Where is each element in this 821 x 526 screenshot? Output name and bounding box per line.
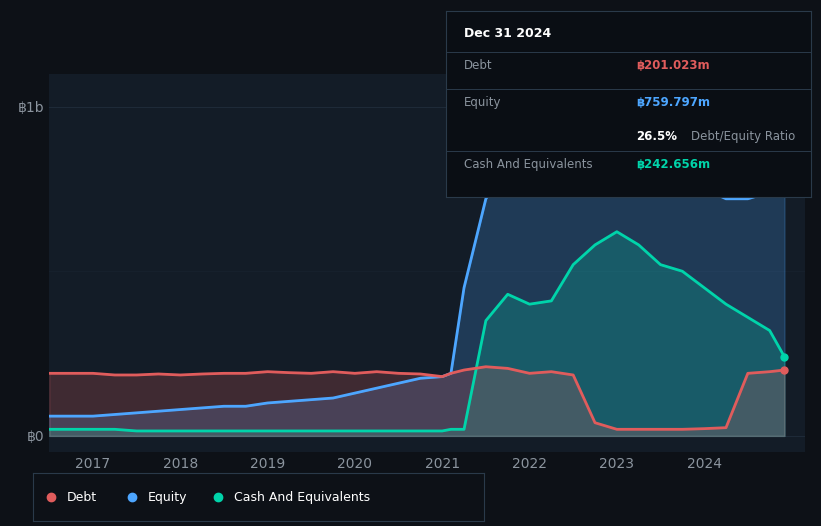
Text: ฿759.797m: ฿759.797m: [635, 96, 710, 109]
Text: ฿242.656m: ฿242.656m: [635, 158, 710, 171]
Text: 26.5%: 26.5%: [635, 130, 677, 143]
Text: Debt/Equity Ratio: Debt/Equity Ratio: [690, 130, 795, 143]
Text: Cash And Equivalents: Cash And Equivalents: [234, 491, 370, 503]
Text: Cash And Equivalents: Cash And Equivalents: [464, 158, 593, 171]
Text: Equity: Equity: [464, 96, 502, 109]
Text: Dec 31 2024: Dec 31 2024: [464, 27, 552, 41]
Text: Debt: Debt: [464, 59, 493, 72]
Text: Equity: Equity: [148, 491, 187, 503]
Text: ฿201.023m: ฿201.023m: [635, 59, 709, 72]
Text: Debt: Debt: [67, 491, 97, 503]
